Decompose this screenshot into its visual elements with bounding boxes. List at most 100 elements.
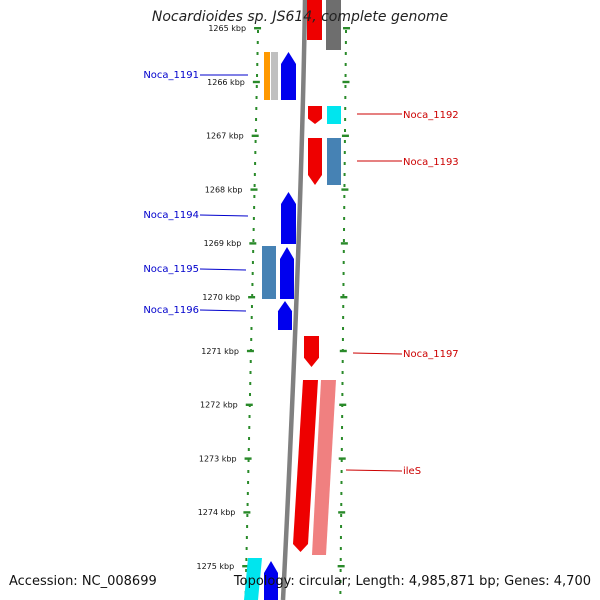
kbp-tick-right xyxy=(343,27,351,30)
kbp-label: 1274 kbp xyxy=(198,508,236,517)
label-noca_1197[interactable]: Noca_1197 xyxy=(403,349,459,360)
kbp-tick-right xyxy=(338,457,346,460)
track-dot-left xyxy=(249,371,252,374)
track-dot-left xyxy=(250,327,253,330)
kbp-tick-right xyxy=(339,403,347,406)
track-dot-left xyxy=(249,382,252,385)
leader-line-iles xyxy=(345,469,403,472)
gene-cyan-feature[interactable] xyxy=(327,106,341,124)
track-dot-right xyxy=(344,118,347,121)
kbp-tick xyxy=(246,349,254,353)
label-noca_1193[interactable]: Noca_1193 xyxy=(403,157,459,168)
track-dot-left xyxy=(248,415,251,418)
kbp-label: 1268 kbp xyxy=(205,185,243,194)
track-dot-right xyxy=(340,514,343,517)
gene-cyan-feature-bottom[interactable] xyxy=(244,558,262,600)
track-dot-left xyxy=(250,338,253,341)
gene-blue-feature-bottom[interactable] xyxy=(264,561,278,600)
track-dot-right xyxy=(344,41,347,44)
kbp-tick-right xyxy=(338,511,346,514)
track-dot-right xyxy=(341,360,344,363)
gene-noca-1193[interactable] xyxy=(308,138,322,185)
gene-noca-1195[interactable] xyxy=(280,247,294,299)
gene-ileS[interactable] xyxy=(312,380,336,555)
track-dot-right xyxy=(342,316,345,319)
track-dot-right xyxy=(343,184,346,187)
track-dot-right xyxy=(339,569,342,572)
gene-noca-1191[interactable] xyxy=(281,52,296,100)
track-dot-left xyxy=(251,294,254,297)
kbp-label: 1267 kbp xyxy=(206,132,244,141)
kbp-tick-right xyxy=(340,242,348,245)
kbp-label: 1269 kbp xyxy=(204,239,242,248)
track-dot-right xyxy=(343,162,346,165)
gene-noca-1192[interactable] xyxy=(308,106,322,124)
track-dot-left xyxy=(251,283,254,286)
track-dot-left xyxy=(255,107,258,110)
track-dot-left xyxy=(245,569,248,572)
track-dot-right xyxy=(341,415,344,418)
kbp-label: 1275 kbp xyxy=(197,562,235,571)
kbp-tick-right xyxy=(337,565,345,568)
track-dot-left xyxy=(247,481,250,484)
track-dot-right xyxy=(341,393,344,396)
label-noca_1194[interactable]: Noca_1194 xyxy=(143,210,199,221)
track-dot-right xyxy=(343,217,346,220)
genome-backbone xyxy=(280,0,308,600)
track-dot-right xyxy=(339,558,342,561)
leader-line-noca_1195 xyxy=(199,268,247,271)
leader-line-noca_1196 xyxy=(199,309,247,312)
kbp-tick xyxy=(254,27,262,30)
track-dot-left xyxy=(248,437,251,440)
track-dot-left xyxy=(257,30,259,33)
genome-info-label: Topology: circular; Length: 4,985,871 bp… xyxy=(233,574,591,589)
kbp-label: 1272 kbp xyxy=(200,401,238,410)
track-dot-right xyxy=(339,536,342,539)
track-dot-left xyxy=(252,239,255,242)
gene-silver-feature[interactable] xyxy=(271,52,278,100)
label-noca_1196[interactable]: Noca_1196 xyxy=(143,305,199,316)
kbp-tick-right xyxy=(340,296,348,299)
track-dot-right xyxy=(345,30,347,33)
gene-steelblue-feature-right[interactable] xyxy=(327,138,341,185)
track-dot-left xyxy=(254,151,257,154)
track-dot-left xyxy=(255,85,258,88)
gene-noca-1194[interactable] xyxy=(281,192,296,244)
label-noca_1192[interactable]: Noca_1192 xyxy=(403,110,459,121)
track-dot-right xyxy=(343,228,346,231)
track-dot-left xyxy=(247,448,250,451)
gene-steelblue-feature[interactable] xyxy=(262,246,276,299)
track-dot-left xyxy=(255,118,258,121)
kbp-tick xyxy=(242,565,250,568)
gene-orange-feature[interactable] xyxy=(264,52,270,100)
track-dot-right xyxy=(340,481,343,484)
track-dot-left xyxy=(245,547,248,550)
track-dot-right xyxy=(341,371,344,374)
track-dot-right xyxy=(343,151,346,154)
gene-gray-feature-top[interactable] xyxy=(326,0,341,50)
track-dot-right xyxy=(339,547,342,550)
track-dot-right xyxy=(339,591,342,594)
track-dot-left xyxy=(253,195,256,198)
label-noca_1195[interactable]: Noca_1195 xyxy=(143,264,199,275)
track-dot-left xyxy=(253,206,256,209)
gene-red-feature-top[interactable] xyxy=(307,0,322,40)
label-iles[interactable]: ileS xyxy=(403,466,421,477)
track-dot-left xyxy=(245,536,248,539)
track-dot-left xyxy=(246,514,249,517)
track-dot-right xyxy=(341,426,344,429)
gene-noca-1197[interactable] xyxy=(304,336,319,367)
track-dot-right xyxy=(340,470,343,473)
track-dot-left xyxy=(254,140,257,143)
track-dot-left xyxy=(251,261,254,264)
track-dot-right xyxy=(342,283,345,286)
track-dot-right xyxy=(344,63,347,66)
kbp-label: 1265 kbp xyxy=(208,24,246,33)
gene-noca-1196[interactable] xyxy=(278,301,292,330)
track-dot-right xyxy=(343,206,346,209)
gene-red-feature-long[interactable] xyxy=(293,380,318,552)
label-noca_1191[interactable]: Noca_1191 xyxy=(143,70,199,81)
track-dot-left xyxy=(247,470,250,473)
track-dot-right xyxy=(342,250,345,253)
track-dot-right xyxy=(340,437,343,440)
